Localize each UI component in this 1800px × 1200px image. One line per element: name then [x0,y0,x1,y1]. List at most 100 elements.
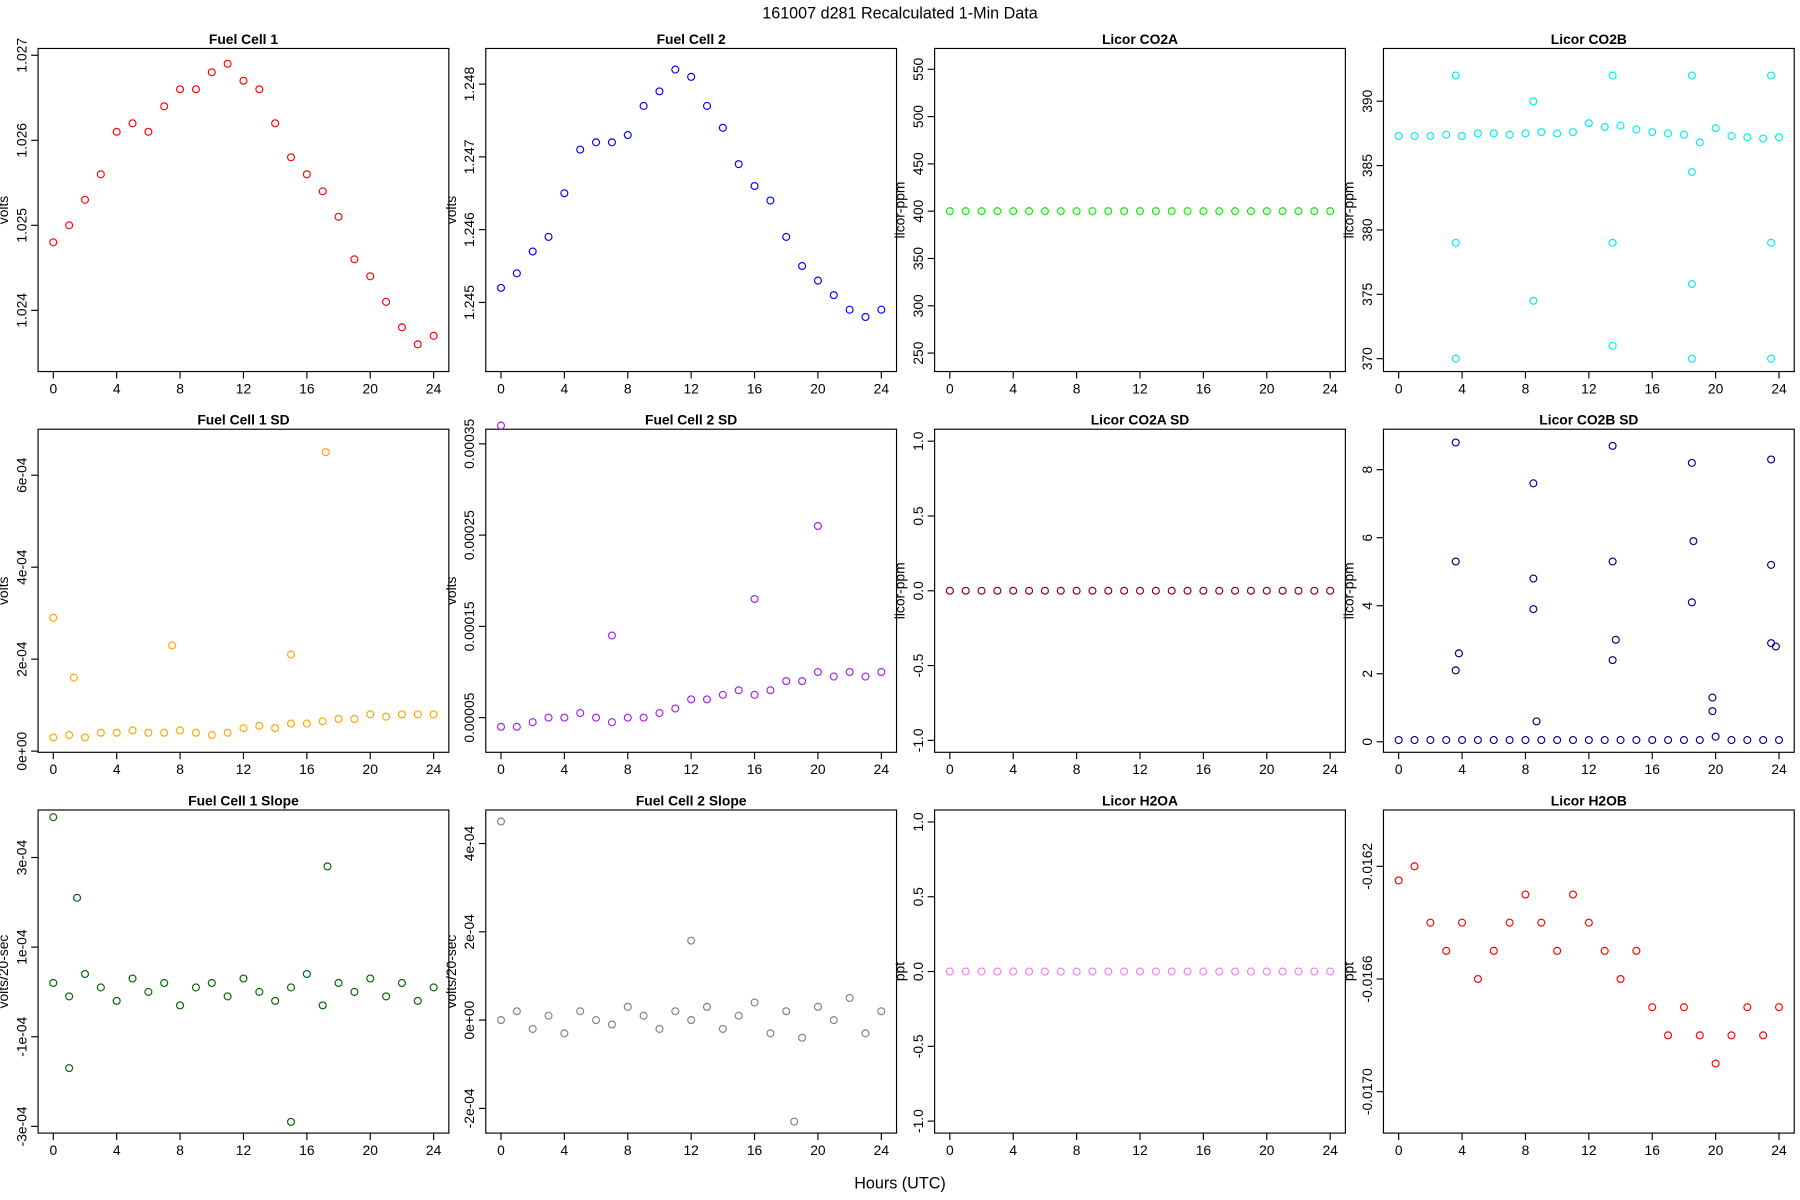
data-point [702,1002,712,1011]
x-tick-label: 16 [747,380,763,396]
x-tick-label: 24 [1322,1142,1338,1158]
x-tick-label: 8 [176,1142,184,1158]
y-tick-label: -2e-04 [461,1088,477,1128]
panel-title: Licor CO2A SD [1091,412,1190,428]
y-tick-label: 380 [1359,218,1375,241]
data-point [1135,586,1145,595]
data-point [1025,967,1034,976]
data-point [1473,129,1482,138]
x-tick-label: 0 [946,761,954,777]
y-tick-label: 0.0 [910,581,926,601]
data-point [49,978,58,988]
data-point [1521,890,1530,899]
data-point [1521,129,1530,138]
data-point [49,613,58,622]
data-point [382,712,391,721]
data-point [1489,946,1498,955]
data-point [496,421,506,430]
y-tick-label: 0.5 [910,506,926,526]
data-point [176,85,185,94]
x-tick-label: 24 [1771,380,1787,396]
x-tick-label: 0 [49,1142,57,1158]
data-point [1262,967,1271,976]
x-tick-label: 4 [561,761,569,777]
data-point [544,232,553,241]
y-tick-label: 1.248 [461,67,477,102]
data-point [80,195,90,204]
data-point [144,987,153,996]
data-point [255,721,264,730]
data-point [366,710,375,719]
data-point [945,967,954,976]
data-point [1611,635,1620,644]
data-point [1537,128,1546,137]
data-point [1104,207,1113,216]
data-point [1135,207,1145,216]
data-point [96,170,105,179]
data-point [993,586,1002,595]
y-tick-label: 0e+00 [14,731,30,770]
data-point [1648,736,1657,745]
y-tick-label: -3e-04 [14,1106,30,1146]
data-point [512,722,521,731]
data-point [413,996,422,1005]
data-point [1743,736,1752,745]
data-point [1310,207,1319,216]
y-tick-label: 2 [1359,670,1375,678]
data-point [413,340,422,349]
data-point [496,283,506,292]
data-point [1727,736,1736,745]
x-tick-label: 24 [426,1142,442,1158]
data-point [321,448,330,457]
x-tick-label: 4 [561,1142,569,1158]
data-point [1711,732,1720,741]
data-point [1664,129,1673,138]
data-point [1394,736,1403,745]
data-point [560,1029,569,1038]
y-axis-label: volts [443,196,459,225]
data-point [1246,207,1255,216]
data-point [861,312,870,322]
x-tick-label: 12 [1132,1142,1147,1158]
data-point [271,996,280,1005]
data-point [1687,354,1696,363]
data-point [1489,129,1498,138]
data-point [65,1064,74,1073]
x-tick-label: 0 [946,1142,954,1158]
y-tick-label: 385 [1359,154,1375,177]
data-point [782,232,791,241]
data-point [1708,707,1717,716]
data-point [1294,207,1303,216]
y-tick-label: 1.026 [14,123,30,158]
data-point [1759,134,1768,143]
x-tick-label: 20 [1259,380,1275,396]
y-tick-label: -1.0 [910,1109,926,1133]
data-point [1151,207,1160,216]
data-point [1278,967,1287,976]
data-point [191,85,200,94]
y-axis-label: ppt [892,962,908,981]
data-point [1568,128,1578,137]
data-point [798,677,807,686]
y-tick-label: 1.027 [14,38,30,73]
y-tick-label: 500 [910,105,926,128]
data-point [96,728,105,737]
data-point [1442,130,1451,139]
data-point [65,992,74,1001]
y-tick-label: 1.024 [14,293,30,328]
data-point [1262,207,1271,216]
data-point [687,695,696,704]
data-point [496,817,506,826]
x-tick-label: 4 [113,761,121,777]
x-tick-label: 8 [1522,1142,1530,1158]
data-point [1120,207,1129,216]
data-point [1679,1003,1688,1012]
data-point [49,238,58,247]
x-tick-label: 24 [874,761,890,777]
x-tick-label: 0 [1395,761,1403,777]
x-tick-label: 8 [176,380,184,396]
x-tick-label: 0 [1395,1142,1403,1158]
data-point [1553,946,1562,955]
x-tick-label: 0 [497,1142,505,1158]
data-point [1458,918,1467,927]
